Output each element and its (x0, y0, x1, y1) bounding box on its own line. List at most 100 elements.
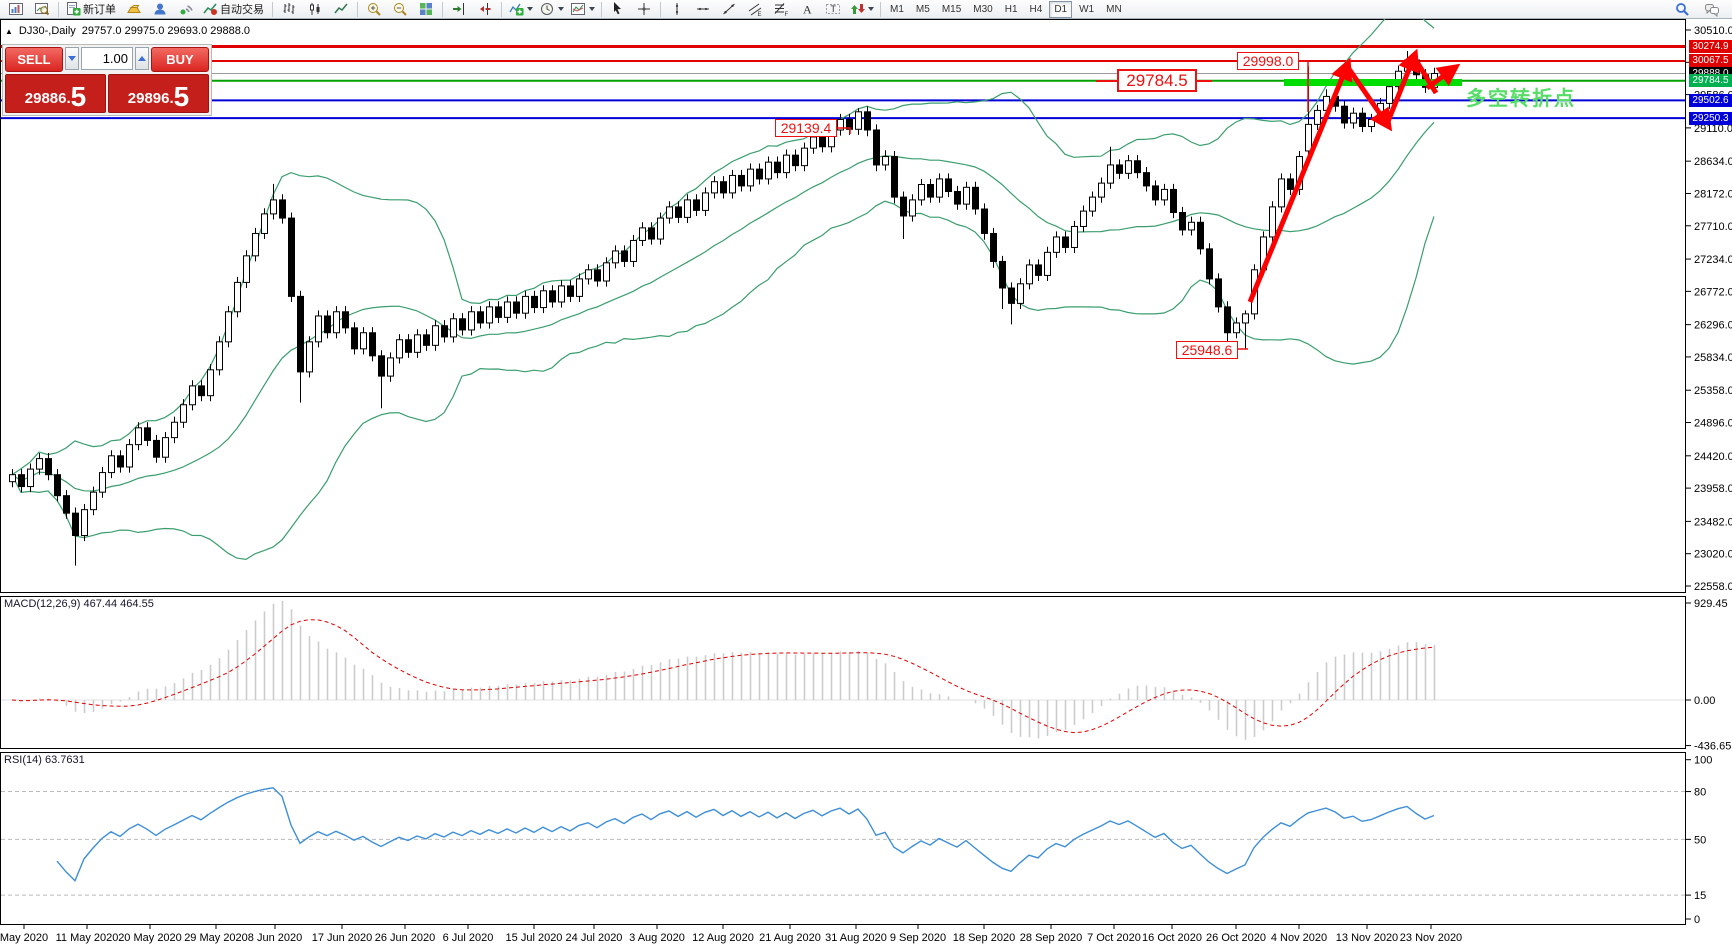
new-order-button[interactable]: 新订单 (62, 0, 121, 19)
periods-icon (539, 1, 555, 17)
timeframe-button-W1[interactable]: W1 (1079, 3, 1095, 15)
chart-line-icon (333, 1, 349, 17)
hline-icon[interactable] (690, 0, 716, 19)
macd-tick-label: -436.65 (1694, 741, 1731, 753)
chart-line-icon[interactable] (328, 0, 354, 19)
chat-button[interactable] (1699, 0, 1725, 19)
price-axis-badge: 30274.9 (1689, 40, 1732, 53)
periods-icon[interactable] (536, 0, 567, 19)
timeframe-button-H4[interactable]: H4 (1029, 3, 1043, 15)
price-axis-badge: 29502.6 (1689, 94, 1732, 107)
panel-frame (0, 19, 1686, 593)
date-label: 29 May 2020 (184, 932, 248, 944)
cursor-arrow-icon[interactable] (605, 0, 631, 19)
autotrade-button[interactable]: 自动交易 (199, 0, 269, 19)
new-chart-icon[interactable] (3, 0, 29, 19)
chart-bars-icon (281, 1, 297, 17)
toolbar-separator (660, 1, 661, 17)
tile-windows-icon[interactable] (413, 0, 439, 19)
trend-arrow[interactable] (1344, 64, 1393, 132)
chart-collapse-icon[interactable]: ▲ (5, 26, 13, 36)
spinner-down-icon (68, 56, 76, 61)
auto-scroll-icon[interactable] (446, 0, 472, 19)
chart-shift-icon[interactable] (472, 0, 498, 19)
price-tick-label: 29110.0 (1694, 123, 1732, 135)
community-icon[interactable] (147, 0, 173, 19)
zoom-out-icon[interactable] (387, 0, 413, 19)
timeframe-button-D1[interactable]: D1 (1049, 0, 1073, 18)
zoom-in-icon[interactable] (361, 0, 387, 19)
buy-price-main: 29896. (127, 90, 174, 107)
price-tick-label: 26772.0 (1694, 286, 1732, 298)
volume-up-button[interactable] (135, 47, 149, 70)
date-label: 26 Jun 2020 (375, 932, 436, 944)
auto-scroll-icon (451, 1, 467, 17)
date-label: 31 Aug 2020 (825, 932, 887, 944)
crosshair-icon[interactable] (631, 0, 657, 19)
date-label: 21 Aug 2020 (759, 932, 821, 944)
support-bar[interactable] (1284, 79, 1462, 86)
level-price-label[interactable]: 29139.4 (775, 119, 837, 137)
timeframe-button-H1[interactable]: H1 (1004, 3, 1018, 15)
rsi-line (56, 787, 1435, 883)
templates-icon[interactable] (567, 0, 598, 19)
indicators-add-icon[interactable] (505, 0, 536, 19)
search-button[interactable] (1669, 0, 1695, 19)
rsi-tick-label: 80 (1694, 787, 1706, 799)
volume-down-button[interactable] (65, 47, 79, 70)
timeframe-button-M30[interactable]: M30 (973, 3, 993, 15)
rsi-tick-label: 100 (1694, 755, 1712, 767)
timeframe-button-M15[interactable]: M15 (941, 3, 962, 15)
trend-arrow[interactable] (1247, 57, 1353, 303)
price-tick-label: 25834.0 (1694, 352, 1732, 364)
swing-low-price-label[interactable]: 25948.6 (1176, 341, 1238, 359)
date-label: 16 Oct 2020 (1142, 932, 1202, 944)
timeframe-button-M5[interactable]: M5 (915, 3, 930, 15)
vline-icon[interactable] (664, 0, 690, 19)
date-label: 15 Jul 2020 (506, 932, 563, 944)
date-label: 11 May 2020 (56, 932, 119, 944)
sell-price-panel[interactable]: 29886. 5 (5, 74, 106, 113)
trend-arrow[interactable] (1425, 63, 1461, 91)
signals-icon (178, 1, 194, 17)
swing-high-price-label[interactable]: 29998.0 (1237, 52, 1299, 70)
sell-button[interactable]: SELL (5, 47, 63, 72)
chart-candles-icon (307, 1, 323, 17)
chart-profile-icon (34, 1, 50, 17)
trend-arrow[interactable] (1384, 48, 1420, 125)
date-label: 20 May 2020 (118, 932, 182, 944)
text-icon[interactable]: A (794, 0, 820, 19)
annotation-connector (837, 127, 851, 134)
fibonacci-icon[interactable]: F (768, 0, 794, 19)
signals-icon[interactable] (173, 0, 199, 19)
volume-input[interactable]: 1.00 (81, 47, 133, 70)
timeframe-button-MN[interactable]: MN (1106, 3, 1122, 15)
trendline-icon[interactable] (716, 0, 742, 19)
date-label: 28 Sep 2020 (1020, 932, 1082, 944)
price-tick-label: 25358.0 (1694, 385, 1732, 397)
panel-frame (0, 596, 1686, 749)
date-label: May 2020 (0, 932, 48, 944)
new-order-label: 新订单 (83, 4, 116, 16)
chart-profile-icon[interactable] (29, 0, 55, 19)
chevron-down-icon (589, 7, 595, 11)
buy-price-pip: 5 (173, 81, 190, 112)
buy-price-panel[interactable]: 29896. 5 (108, 74, 209, 113)
buy-button[interactable]: BUY (151, 47, 209, 72)
gold-icon[interactable] (121, 0, 147, 19)
date-label: 12 Aug 2020 (692, 932, 754, 944)
macd-signal-line (11, 619, 1435, 734)
autotrade-icon (202, 1, 218, 17)
fibonacci-icon: F (773, 1, 789, 17)
arrow-objects-icon[interactable] (846, 0, 877, 19)
chevron-down-icon (527, 7, 533, 11)
chart-candles-icon[interactable] (302, 0, 328, 19)
chart-title: ▲ DJ30-,Daily 29757.0 29975.0 29693.0 29… (5, 25, 250, 37)
chart-bars-icon[interactable] (276, 0, 302, 19)
resistance-price-label[interactable]: 29784.5 (1117, 69, 1197, 92)
equidistant-channel-icon[interactable]: E (742, 0, 768, 19)
timeframe-button-M1[interactable]: M1 (890, 3, 904, 15)
text-label-icon[interactable]: T (820, 0, 846, 19)
zoom-out-icon (392, 1, 408, 17)
